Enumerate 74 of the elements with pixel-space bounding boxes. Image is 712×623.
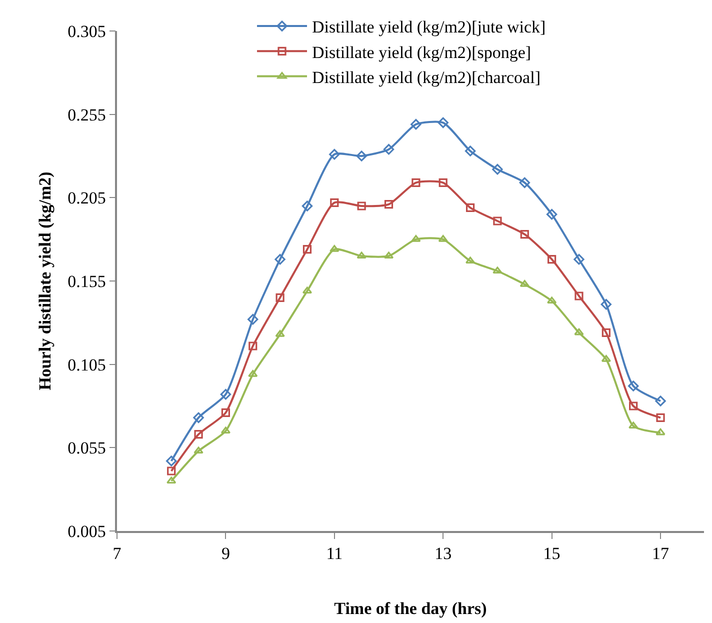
point: [384, 200, 394, 209]
point: [574, 328, 584, 336]
y-tick-label: 0.255: [68, 105, 106, 124]
point: [194, 430, 203, 439]
point: [466, 203, 475, 212]
point: [519, 177, 530, 188]
point: [384, 252, 394, 259]
point: [656, 413, 665, 422]
point: [220, 388, 232, 400]
point: [248, 370, 258, 377]
point: [274, 254, 286, 265]
point: [193, 412, 204, 424]
point: [464, 146, 476, 156]
point: [600, 298, 612, 310]
point: [167, 466, 176, 476]
point: [330, 198, 339, 207]
point: [221, 408, 230, 417]
y-axis-title: Hourly distillate yield (kg/m2): [36, 172, 55, 390]
point: [465, 256, 476, 264]
point: [492, 266, 502, 274]
x-tick-label: 11: [326, 544, 343, 564]
point: [438, 117, 448, 128]
point: [438, 178, 448, 187]
point: [628, 380, 639, 392]
point: [356, 252, 366, 259]
point: [548, 255, 556, 264]
x-tick-label: 7: [112, 544, 122, 564]
point: [574, 254, 584, 265]
point: [330, 245, 340, 252]
x-tick-label: 9: [221, 544, 230, 564]
point: [520, 230, 529, 239]
point: [248, 314, 258, 325]
y-tick-label: 0.305: [68, 22, 106, 41]
point: [412, 178, 420, 187]
point: [383, 144, 394, 155]
point: [520, 280, 530, 287]
point: [302, 286, 312, 294]
point: [356, 150, 367, 162]
point: [411, 235, 421, 242]
point: [438, 235, 448, 242]
point: [655, 396, 666, 406]
legend-label: Distillate yield (kg/m2)[charcoal]: [312, 68, 540, 87]
point: [276, 293, 284, 302]
y-tick-label: 0.205: [68, 188, 106, 208]
point: [166, 456, 177, 466]
point: [546, 208, 558, 220]
point: [329, 148, 340, 160]
legend-label: Distillate yield (kg/m2)[jute wick]: [312, 18, 546, 37]
point: [302, 245, 312, 254]
y-tick-label: 0.155: [68, 272, 106, 291]
point: [628, 422, 638, 429]
point: [602, 328, 610, 337]
point: [248, 342, 258, 350]
x-tick-label: 15: [543, 544, 560, 564]
x-tick-label: 17: [652, 544, 670, 564]
point: [194, 446, 204, 454]
x-tick-label: 13: [434, 544, 452, 564]
y-tick-label: 0.055: [68, 438, 106, 458]
y-tick-label: 0.105: [68, 355, 106, 374]
point: [574, 292, 584, 300]
y-tick-label: 0.005: [68, 522, 106, 541]
point: [656, 428, 666, 436]
point: [492, 164, 503, 175]
x-axis-title: Time of the day (hrs): [334, 599, 487, 618]
point: [546, 296, 557, 304]
point: [629, 402, 638, 410]
point: [220, 426, 231, 434]
point: [302, 200, 313, 212]
point: [275, 330, 285, 337]
legend-label: Distillate yield (kg/m2)[sponge]: [312, 42, 532, 62]
point: [410, 118, 422, 130]
point: [493, 216, 502, 226]
point: [357, 202, 366, 210]
point: [166, 476, 176, 484]
